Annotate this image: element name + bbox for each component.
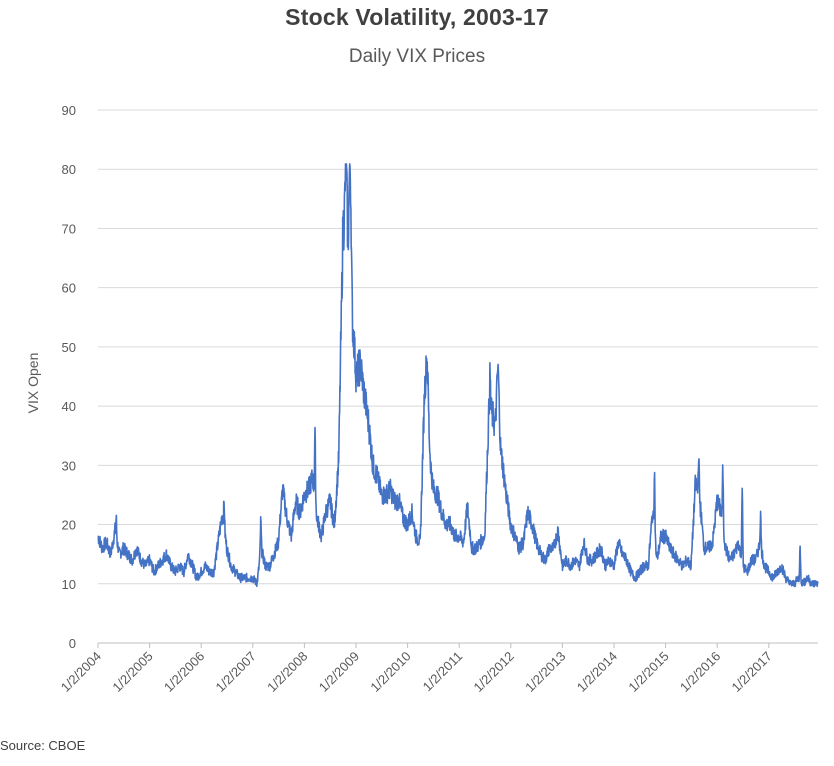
gridlines — [98, 109, 818, 585]
series-line-vix-open — [97, 163, 819, 588]
chart-subtitle: Daily VIX Prices — [348, 46, 486, 67]
x-tick-label: 1/2/2007 — [213, 649, 259, 695]
chart-title: Stock Volatility, 2003-17 — [285, 4, 549, 30]
y-axis-ticks: 0 10 20 30 40 50 60 70 80 90 — [62, 103, 76, 651]
x-tick-label: 1/2/2012 — [471, 649, 517, 695]
x-tick-label: 1/2/2005 — [109, 649, 155, 695]
x-tick-label: 1/2/2017 — [729, 649, 775, 695]
y-tick-label: 20 — [62, 518, 76, 533]
x-axis-ticks: 1/2/2004 1/2/2005 1/2/2006 1/2/2007 1/2/2008… — [58, 643, 775, 695]
y-tick-label: 90 — [62, 103, 76, 118]
x-tick-label: 1/2/2016 — [677, 649, 723, 695]
x-tick-label: 1/2/2014 — [574, 649, 620, 695]
x-tick-label: 1/2/2009 — [316, 649, 362, 695]
y-tick-label: 50 — [62, 340, 76, 355]
x-tick-label: 1/2/2004 — [58, 649, 104, 695]
y-tick-label: 60 — [62, 281, 76, 296]
x-tick-label: 1/2/2015 — [625, 649, 671, 695]
y-tick-label: 70 — [62, 221, 76, 236]
y-axis-label: VIX Open — [25, 353, 41, 414]
y-tick-label: 30 — [62, 458, 76, 473]
x-tick-label: 1/2/2011 — [420, 649, 466, 695]
x-tick-label: 1/2/2008 — [264, 649, 310, 695]
source-note: Source: CBOE — [0, 738, 86, 753]
x-tick-label: 1/2/2006 — [161, 649, 207, 695]
y-tick-label: 40 — [62, 399, 76, 414]
y-tick-label: 0 — [69, 636, 76, 651]
y-tick-label: 10 — [62, 577, 76, 592]
x-tick-label: 1/2/2013 — [522, 649, 568, 695]
x-tick-label: 1/2/2010 — [367, 649, 413, 695]
y-tick-label: 80 — [62, 162, 76, 177]
